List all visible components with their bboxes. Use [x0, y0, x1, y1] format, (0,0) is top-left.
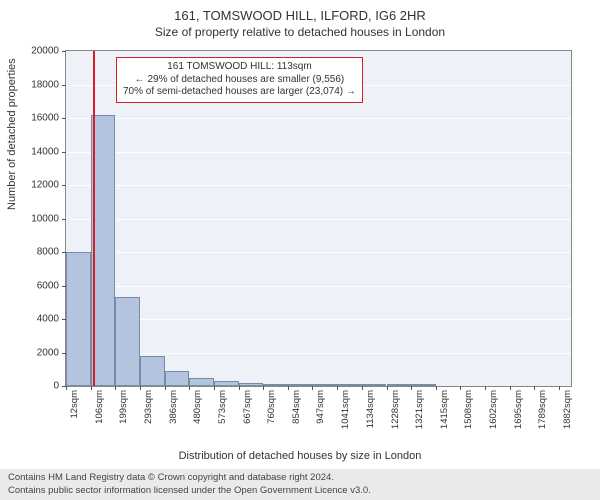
histogram-bar	[337, 384, 362, 386]
ytick-label: 18000	[31, 79, 59, 90]
gridline	[66, 185, 571, 186]
footer-line1: Contains HM Land Registry data © Crown c…	[8, 472, 592, 484]
plot-area: 0200040006000800010000120001400016000180…	[65, 50, 572, 387]
ytick-label: 14000	[31, 146, 59, 157]
ytick-label: 4000	[37, 314, 59, 325]
xtick-mark	[239, 386, 240, 390]
gridline	[66, 286, 571, 287]
xtick-label: 12sqm	[69, 390, 80, 419]
ytick-mark	[62, 219, 66, 220]
xtick-mark	[66, 386, 67, 390]
y-axis-label: Number of detached properties	[6, 58, 18, 210]
xtick-mark	[436, 386, 437, 390]
xtick-mark	[263, 386, 264, 390]
footer-line2: Contains public sector information licen…	[8, 485, 592, 497]
ytick-mark	[62, 51, 66, 52]
xtick-label: 106sqm	[94, 390, 105, 424]
histogram-bar	[189, 378, 214, 386]
xtick-mark	[140, 386, 141, 390]
ytick-label: 10000	[31, 213, 59, 224]
xtick-label: 1415sqm	[439, 390, 450, 429]
xtick-mark	[189, 386, 190, 390]
xtick-mark	[534, 386, 535, 390]
xtick-label: 854sqm	[291, 390, 302, 424]
ytick-mark	[62, 152, 66, 153]
ytick-label: 8000	[37, 247, 59, 258]
chart-title: 161, TOMSWOOD HILL, ILFORD, IG6 2HR	[0, 0, 600, 23]
histogram-bar	[66, 252, 91, 386]
histogram-bar	[115, 297, 140, 386]
xtick-label: 1602sqm	[488, 390, 499, 429]
xtick-label: 1508sqm	[463, 390, 474, 429]
xtick-label: 1134sqm	[365, 390, 376, 428]
ytick-label: 12000	[31, 180, 59, 191]
xtick-label: 293sqm	[143, 390, 154, 424]
xtick-mark	[387, 386, 388, 390]
gridline	[66, 353, 571, 354]
xtick-mark	[362, 386, 363, 390]
x-axis-label: Distribution of detached houses by size …	[0, 450, 600, 462]
xtick-mark	[288, 386, 289, 390]
xtick-mark	[165, 386, 166, 390]
xtick-mark	[214, 386, 215, 390]
xtick-mark	[485, 386, 486, 390]
ytick-label: 16000	[31, 113, 59, 124]
xtick-label: 667sqm	[242, 390, 253, 424]
xtick-mark	[411, 386, 412, 390]
gridline	[66, 252, 571, 253]
annotation-line1: 161 TOMSWOOD HILL: 113sqm	[123, 61, 356, 74]
chart-container: 161, TOMSWOOD HILL, ILFORD, IG6 2HR Size…	[0, 0, 600, 500]
ytick-mark	[62, 118, 66, 119]
xtick-mark	[312, 386, 313, 390]
marker-line	[93, 51, 95, 386]
gridline	[66, 319, 571, 320]
histogram-bar	[239, 383, 264, 386]
ytick-label: 20000	[31, 46, 59, 57]
histogram-bar	[165, 371, 190, 386]
gridline	[66, 219, 571, 220]
ytick-label: 2000	[37, 347, 59, 358]
xtick-mark	[91, 386, 92, 390]
gridline	[66, 152, 571, 153]
xtick-label: 1041sqm	[340, 390, 351, 429]
histogram-bar	[263, 384, 288, 387]
histogram-bar	[214, 381, 239, 386]
ytick-label: 6000	[37, 280, 59, 291]
xtick-label: 947sqm	[315, 390, 326, 424]
xtick-mark	[460, 386, 461, 390]
xtick-label: 760sqm	[266, 390, 277, 424]
histogram-bar	[140, 356, 165, 386]
annotation-line2: ← 29% of detached houses are smaller (9,…	[123, 74, 356, 87]
xtick-mark	[337, 386, 338, 390]
gridline	[66, 118, 571, 119]
chart-subtitle: Size of property relative to detached ho…	[0, 23, 600, 39]
histogram-bar	[288, 384, 313, 386]
histogram-bar	[362, 384, 387, 386]
xtick-label: 480sqm	[192, 390, 203, 424]
xtick-label: 573sqm	[217, 390, 228, 424]
histogram-bar	[411, 384, 436, 386]
ytick-mark	[62, 85, 66, 86]
xtick-label: 1882sqm	[562, 390, 573, 429]
xtick-label: 199sqm	[118, 390, 129, 424]
xtick-mark	[510, 386, 511, 390]
xtick-label: 386sqm	[168, 390, 179, 424]
xtick-label: 1321sqm	[414, 390, 425, 429]
ytick-label: 0	[53, 381, 59, 392]
xtick-label: 1228sqm	[390, 390, 401, 429]
histogram-bar	[387, 384, 412, 386]
ytick-mark	[62, 185, 66, 186]
xtick-label: 1789sqm	[537, 390, 548, 429]
xtick-mark	[115, 386, 116, 390]
xtick-mark	[559, 386, 560, 390]
footer: Contains HM Land Registry data © Crown c…	[0, 469, 600, 500]
xtick-label: 1695sqm	[513, 390, 524, 429]
annotation-line3: 70% of semi-detached houses are larger (…	[123, 86, 356, 99]
histogram-bar	[312, 384, 337, 386]
annotation-box: 161 TOMSWOOD HILL: 113sqm ← 29% of detac…	[116, 57, 363, 103]
